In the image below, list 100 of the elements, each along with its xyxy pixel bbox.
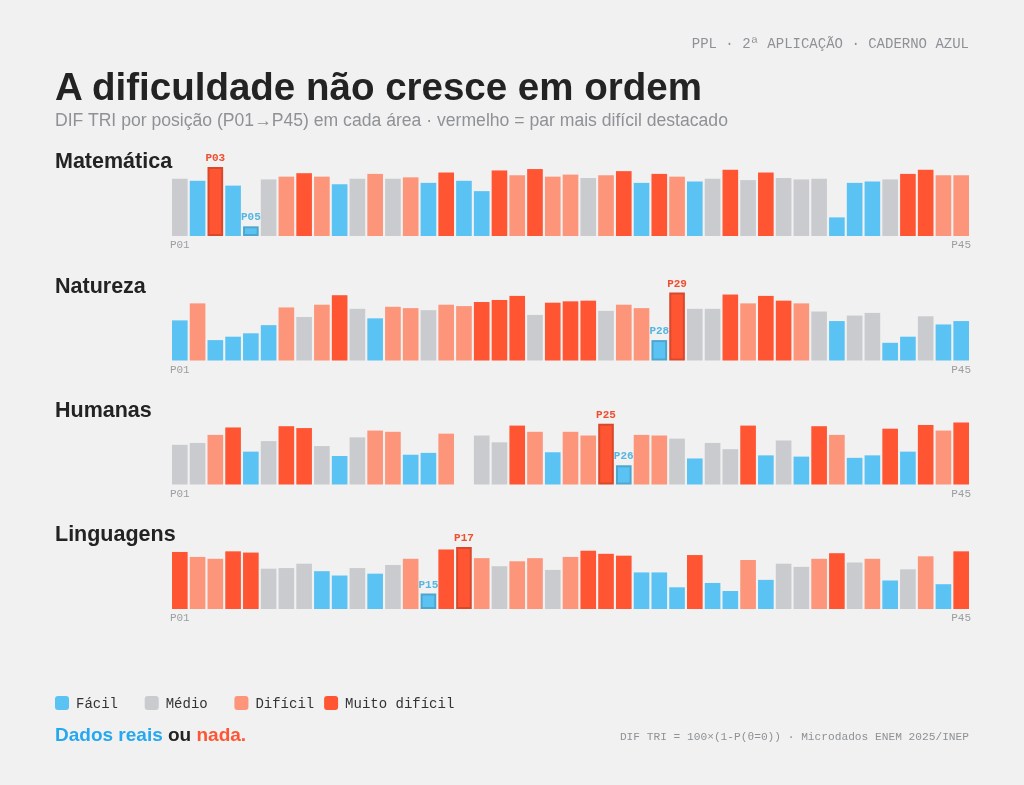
x-tick-label: P01	[169, 487, 191, 500]
bar	[900, 569, 916, 609]
bar	[953, 175, 969, 236]
bar	[367, 430, 383, 485]
bar	[704, 178, 721, 236]
bar	[544, 176, 561, 236]
bar	[846, 182, 863, 236]
series-label: P25	[596, 408, 617, 421]
bar	[189, 180, 206, 236]
bar	[420, 310, 437, 361]
bar	[811, 178, 827, 236]
bar	[615, 465, 632, 485]
bar	[527, 314, 543, 361]
bar	[580, 550, 597, 609]
bar	[172, 320, 188, 361]
bar	[846, 315, 863, 361]
bar	[651, 173, 668, 236]
x-tick-label: P45	[951, 363, 972, 376]
bar	[758, 295, 774, 361]
bar	[615, 304, 632, 361]
bar	[864, 455, 881, 485]
bar	[243, 451, 259, 485]
bar	[385, 178, 401, 236]
bar	[314, 304, 330, 361]
bar	[331, 295, 348, 361]
bar	[615, 555, 632, 609]
bar	[740, 303, 756, 361]
bar	[331, 455, 348, 485]
chart-title: Matemática	[55, 149, 174, 173]
bar	[669, 176, 685, 236]
bar	[438, 172, 454, 236]
bar	[189, 556, 206, 609]
bar	[438, 433, 454, 485]
bar	[527, 169, 543, 236]
bar	[296, 173, 312, 236]
bar	[527, 431, 543, 485]
series-label: P05	[240, 211, 262, 224]
x-tick-label: P45	[951, 487, 972, 500]
series-label: P15	[418, 578, 439, 591]
bar	[314, 446, 330, 485]
bar	[509, 175, 526, 236]
bar	[704, 442, 721, 485]
bar	[669, 292, 685, 361]
bar	[829, 434, 845, 485]
bar	[473, 558, 490, 609]
bar	[882, 580, 898, 609]
bar	[704, 582, 721, 609]
bar	[935, 430, 952, 485]
bar	[562, 174, 579, 236]
bar	[491, 442, 508, 485]
bar	[633, 434, 650, 485]
series-label: P17	[454, 532, 474, 544]
bar	[509, 561, 526, 609]
bar	[829, 553, 845, 609]
bar	[633, 308, 650, 361]
bar	[917, 556, 934, 609]
bar	[225, 551, 241, 609]
bar	[793, 456, 810, 485]
bar	[402, 308, 419, 361]
bar	[846, 457, 863, 485]
bar	[172, 551, 188, 609]
bar	[331, 575, 348, 609]
bar	[314, 176, 330, 236]
bar	[314, 571, 330, 609]
bar	[687, 555, 703, 609]
bar	[278, 426, 295, 485]
bar	[687, 308, 703, 361]
bar	[456, 306, 472, 361]
bar	[829, 321, 845, 361]
bar	[473, 191, 490, 236]
bar	[207, 558, 224, 609]
bar	[598, 175, 614, 236]
bar	[349, 437, 366, 485]
legend-label: Muito difícil	[345, 695, 455, 712]
bar	[900, 451, 916, 485]
text: Dados reais ou nada.	[55, 724, 247, 745]
bar	[189, 442, 206, 485]
bar	[580, 178, 597, 236]
bar	[669, 587, 685, 609]
bar	[456, 547, 472, 609]
bar	[882, 342, 898, 361]
bar	[775, 563, 792, 609]
bar	[296, 428, 312, 485]
bar	[509, 295, 526, 361]
bar	[172, 444, 188, 485]
bar	[438, 549, 454, 609]
bar	[544, 302, 561, 361]
bar	[775, 178, 792, 236]
text: A dificuldade não cresce em ordem	[55, 65, 702, 108]
bar	[420, 182, 437, 236]
series-label: P03	[205, 152, 226, 164]
bar	[758, 172, 774, 236]
text: PPL · 2ª APLICAÇÃO · CADERNO AZUL	[691, 36, 969, 52]
bar	[243, 552, 259, 609]
bar	[775, 440, 792, 485]
bar	[473, 302, 490, 361]
bar	[527, 558, 543, 609]
bar	[491, 170, 508, 236]
bar	[598, 553, 614, 609]
bar	[296, 316, 312, 361]
